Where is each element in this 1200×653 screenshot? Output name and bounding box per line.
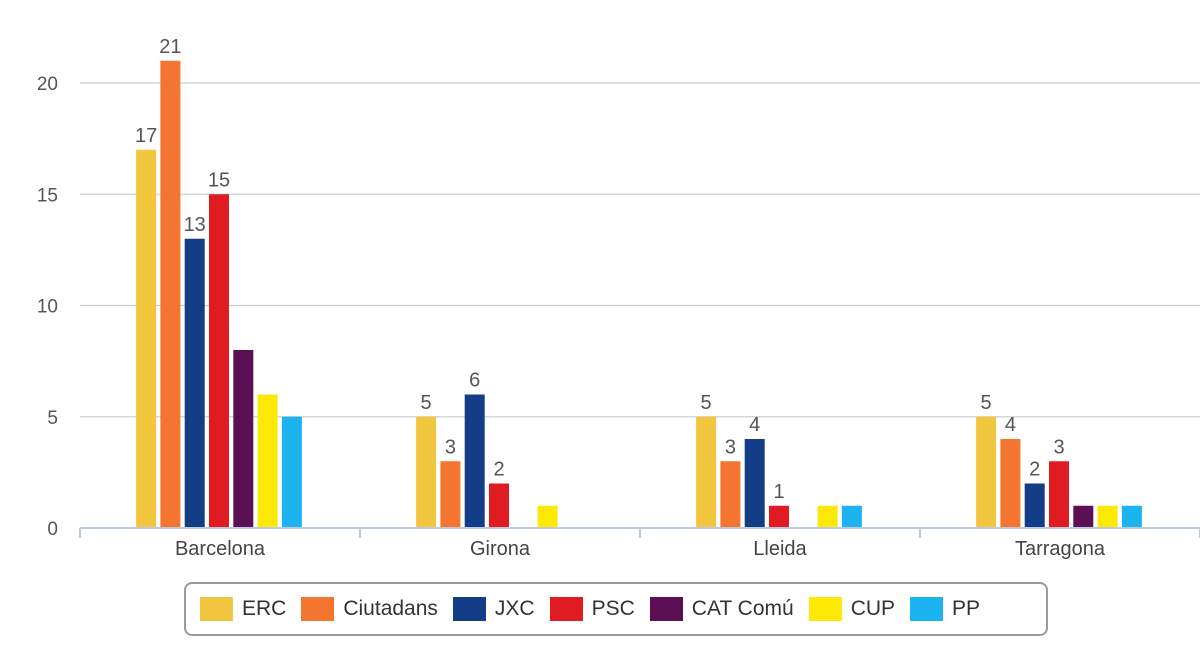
- x-tick-label: Barcelona: [175, 538, 266, 560]
- bar-jxc-tarragona: [1024, 483, 1045, 528]
- bar-cup-barcelona: [257, 394, 278, 528]
- bar-cup-lleida: [817, 505, 838, 528]
- bar-cup-tarragona: [1097, 505, 1118, 528]
- legend-swatch: [649, 597, 683, 621]
- y-tick-label: 15: [37, 185, 58, 206]
- legend: ERC Ciutadans JXC PSC CAT Comú CUP PP: [184, 582, 1048, 636]
- legend-label: PP: [952, 597, 981, 620]
- x-tick-label: Girona: [470, 538, 531, 560]
- bar-erc-girona: [416, 416, 437, 528]
- bar-cat-comú-tarragona: [1073, 505, 1094, 528]
- bars: [136, 60, 1142, 528]
- bar-psc-lleida: [769, 505, 789, 528]
- legend-swatch: [549, 597, 583, 621]
- legend-label: CUP: [850, 597, 896, 620]
- legend-item[interactable]: CAT Comú: [649, 597, 794, 621]
- bar-pp-lleida: [841, 505, 862, 528]
- legend-swatch: [452, 597, 486, 621]
- data-label: 17: [135, 125, 157, 147]
- data-label: 5: [701, 392, 712, 414]
- bar-jxc-lleida: [744, 439, 765, 528]
- legend-label: CAT Comú: [691, 597, 794, 620]
- y-tick-label: 5: [47, 408, 58, 429]
- data-label: 4: [1005, 414, 1016, 436]
- data-label: 3: [445, 436, 456, 458]
- data-label: 3: [725, 436, 736, 458]
- data-label: 5: [981, 392, 992, 414]
- y-tick-label: 0: [47, 519, 58, 540]
- legend-label: PSC: [591, 597, 635, 620]
- data-label: 1: [773, 481, 784, 503]
- x-tick-label: Tarragona: [1015, 538, 1106, 560]
- legend-label: ERC: [242, 597, 287, 620]
- data-label: 6: [469, 370, 480, 392]
- bar-jxc-girona: [464, 394, 485, 528]
- legend-swatch: [200, 597, 233, 621]
- bar-pp-barcelona: [281, 416, 302, 528]
- legend-item[interactable]: ERC: [200, 597, 286, 621]
- data-label: 2: [493, 459, 504, 481]
- y-tick-label: 20: [37, 74, 58, 95]
- bar-ciutadans-lleida: [720, 461, 741, 528]
- bar-jxc-barcelona: [184, 238, 205, 528]
- y-tick-label: 10: [37, 297, 58, 318]
- x-axis: Barcelona Girona Lleida Tarragona: [79, 527, 1200, 560]
- bar-erc-tarragona: [976, 416, 997, 528]
- data-label: 5: [421, 392, 432, 414]
- legend-item[interactable]: JXC: [452, 597, 535, 621]
- bar-ciutadans-girona: [440, 461, 461, 528]
- data-label: 4: [749, 414, 760, 436]
- bar-cup-girona: [537, 505, 558, 528]
- legend-item[interactable]: Ciutadans: [301, 597, 438, 621]
- legend-swatch: [910, 597, 944, 621]
- data-label: 3: [1053, 436, 1064, 458]
- legend-swatch: [808, 597, 842, 621]
- data-label: 15: [208, 169, 230, 191]
- bar-psc-barcelona: [209, 194, 229, 528]
- bar-erc-lleida: [696, 416, 717, 528]
- bar-ciutadans-barcelona: [160, 60, 181, 528]
- legend-item[interactable]: PSC: [549, 597, 635, 621]
- bar-psc-tarragona: [1049, 461, 1069, 528]
- legend-label: Ciutadans: [343, 597, 438, 620]
- legend-item[interactable]: PP: [910, 597, 980, 621]
- bar-ciutadans-tarragona: [1000, 439, 1021, 528]
- bar-psc-girona: [489, 483, 509, 528]
- x-tick-label: Lleida: [753, 538, 807, 560]
- bar-cat-comú-barcelona: [233, 350, 254, 528]
- bar-pp-tarragona: [1121, 505, 1142, 528]
- legend-item[interactable]: CUP: [808, 597, 896, 621]
- data-label: 21: [159, 36, 181, 58]
- legend-swatch: [301, 597, 335, 621]
- bar-erc-barcelona: [136, 149, 157, 528]
- data-label: 13: [184, 214, 206, 236]
- legend-label: JXC: [494, 597, 535, 620]
- data-label: 2: [1029, 459, 1040, 481]
